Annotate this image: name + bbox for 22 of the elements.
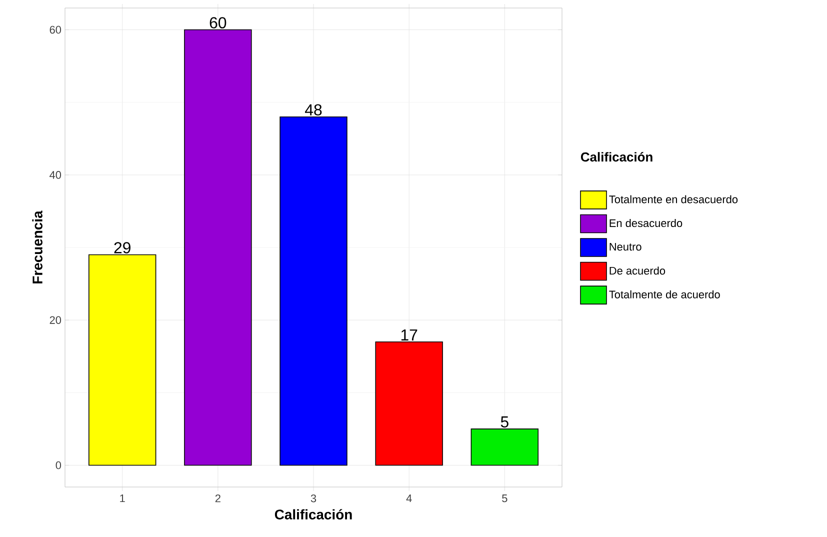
data-label: 29 [114,242,130,254]
x-tick-label: 5 [502,494,508,502]
legend-title: Calificación [580,152,652,162]
legend-label: De acuerdo [610,266,666,275]
data-label: 60 [210,17,226,28]
data-label: 48 [304,104,322,116]
y-tick-label: 20 [50,316,62,324]
x-tick-label: 4 [406,494,412,502]
data-label: 5 [500,416,508,428]
y-axis-title: Frecuencia [32,210,42,284]
y-tick-label: 40 [50,171,62,179]
y-tick-label: 0 [56,461,62,470]
legend-label: En desacuerdo [610,219,682,228]
y-tick-label: 60 [50,26,62,34]
x-tick-label: 2 [215,494,220,502]
x-tick-label: 3 [310,494,316,502]
legend-label: Neutro [610,242,642,251]
legend-label: Totalmente en desacuerdo [609,195,738,204]
legend-label: Totalmente de acuerdo [609,290,720,298]
x-tick-label: 1 [120,494,125,502]
x-axis-title: Calificación [274,509,352,520]
data-label: 17 [401,329,418,340]
